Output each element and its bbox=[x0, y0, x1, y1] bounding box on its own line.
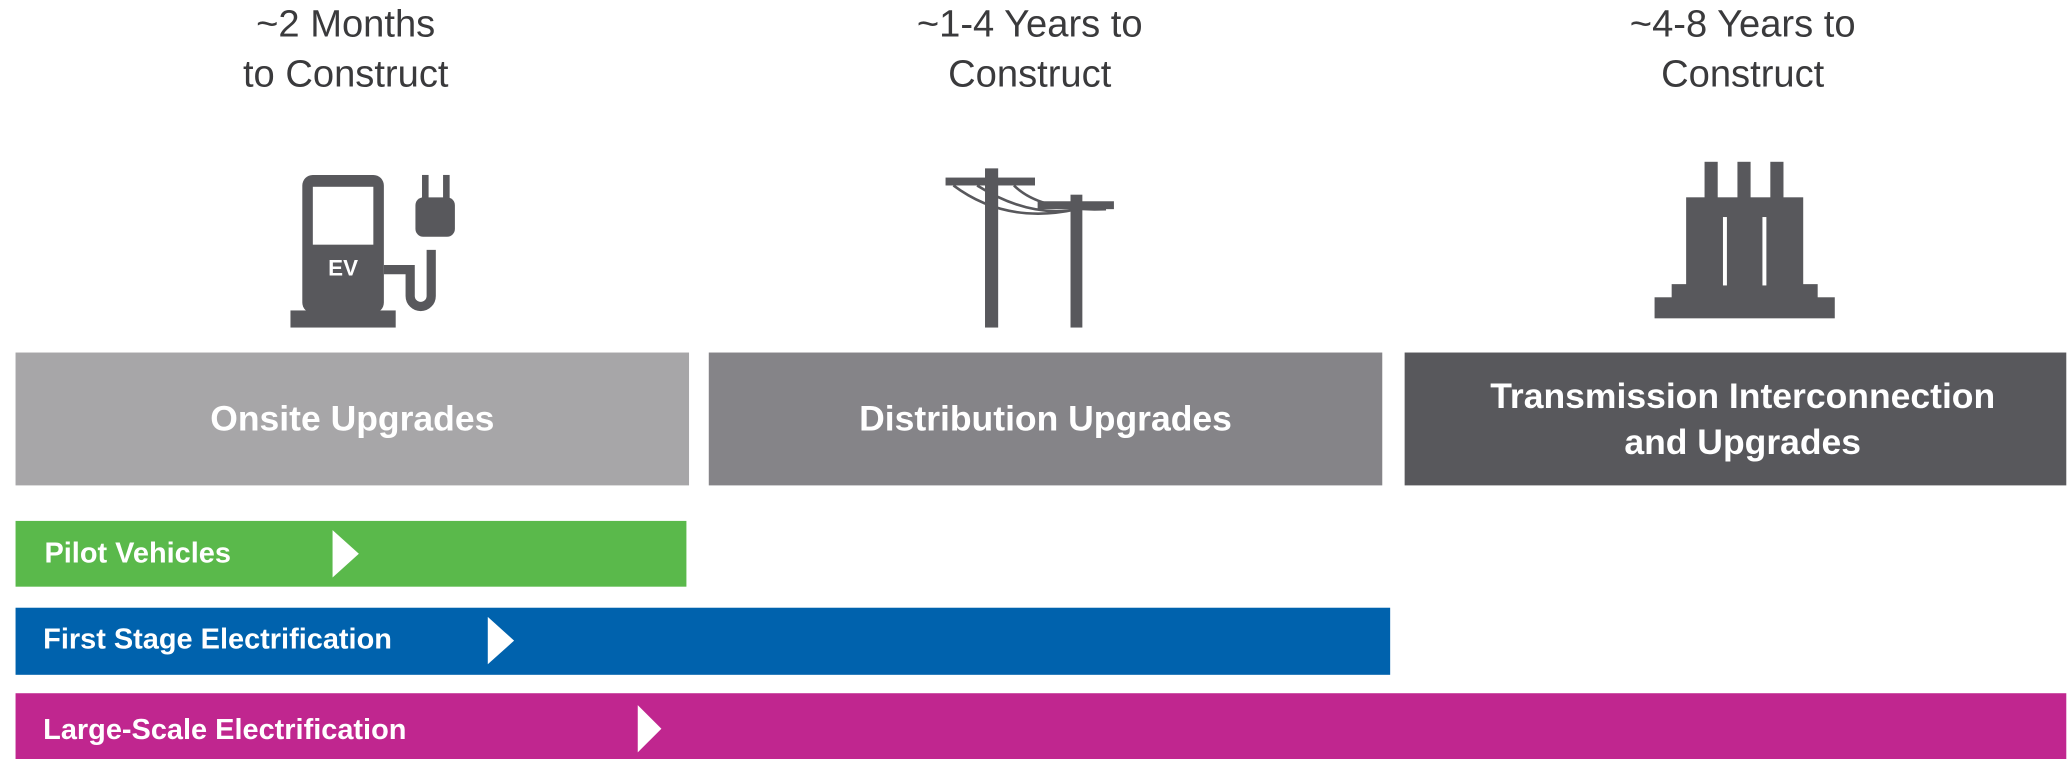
box-label: Transmission Interconnection bbox=[1490, 376, 1995, 416]
bar-label: Large-Scale Electrification bbox=[43, 714, 406, 746]
time-label: ~1-4 Years to bbox=[917, 2, 1143, 45]
icon-label: EV bbox=[328, 256, 358, 281]
bar-label: First Stage Electrification bbox=[43, 623, 392, 655]
time-label: Construct bbox=[1661, 52, 1825, 95]
time-label: ~2 Months bbox=[256, 2, 435, 45]
bar-label: Pilot Vehicles bbox=[44, 538, 230, 570]
time-label: ~4-8 Years to bbox=[1630, 2, 1856, 45]
box-label: and Upgrades bbox=[1624, 422, 1861, 462]
distribution-box bbox=[708, 352, 1383, 486]
box-label: Distribution Upgrades bbox=[859, 398, 1232, 438]
arrow bbox=[487, 616, 515, 665]
box-label: Onsite Upgrades bbox=[210, 398, 494, 438]
power-pole-icon bbox=[945, 168, 1114, 328]
ev-charger-icon: EV bbox=[290, 174, 455, 328]
arrow bbox=[332, 530, 359, 578]
arrow bbox=[637, 705, 662, 753]
time-label: Construct bbox=[948, 52, 1112, 95]
large-scale-bar bbox=[15, 693, 2067, 759]
transmission-box bbox=[1404, 352, 2067, 486]
transformer-icon bbox=[1654, 161, 1835, 319]
time-label: to Construct bbox=[243, 52, 449, 95]
first-stage-bar bbox=[15, 607, 1391, 675]
onsite-box bbox=[15, 352, 690, 486]
